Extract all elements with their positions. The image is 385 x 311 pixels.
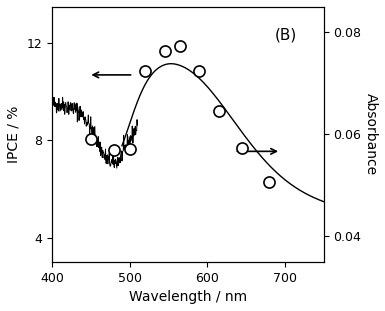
Y-axis label: Absorbance: Absorbance — [364, 93, 378, 175]
X-axis label: Wavelength / nm: Wavelength / nm — [129, 290, 247, 304]
Y-axis label: IPCE / %: IPCE / % — [7, 106, 21, 163]
Text: (B): (B) — [275, 27, 297, 42]
